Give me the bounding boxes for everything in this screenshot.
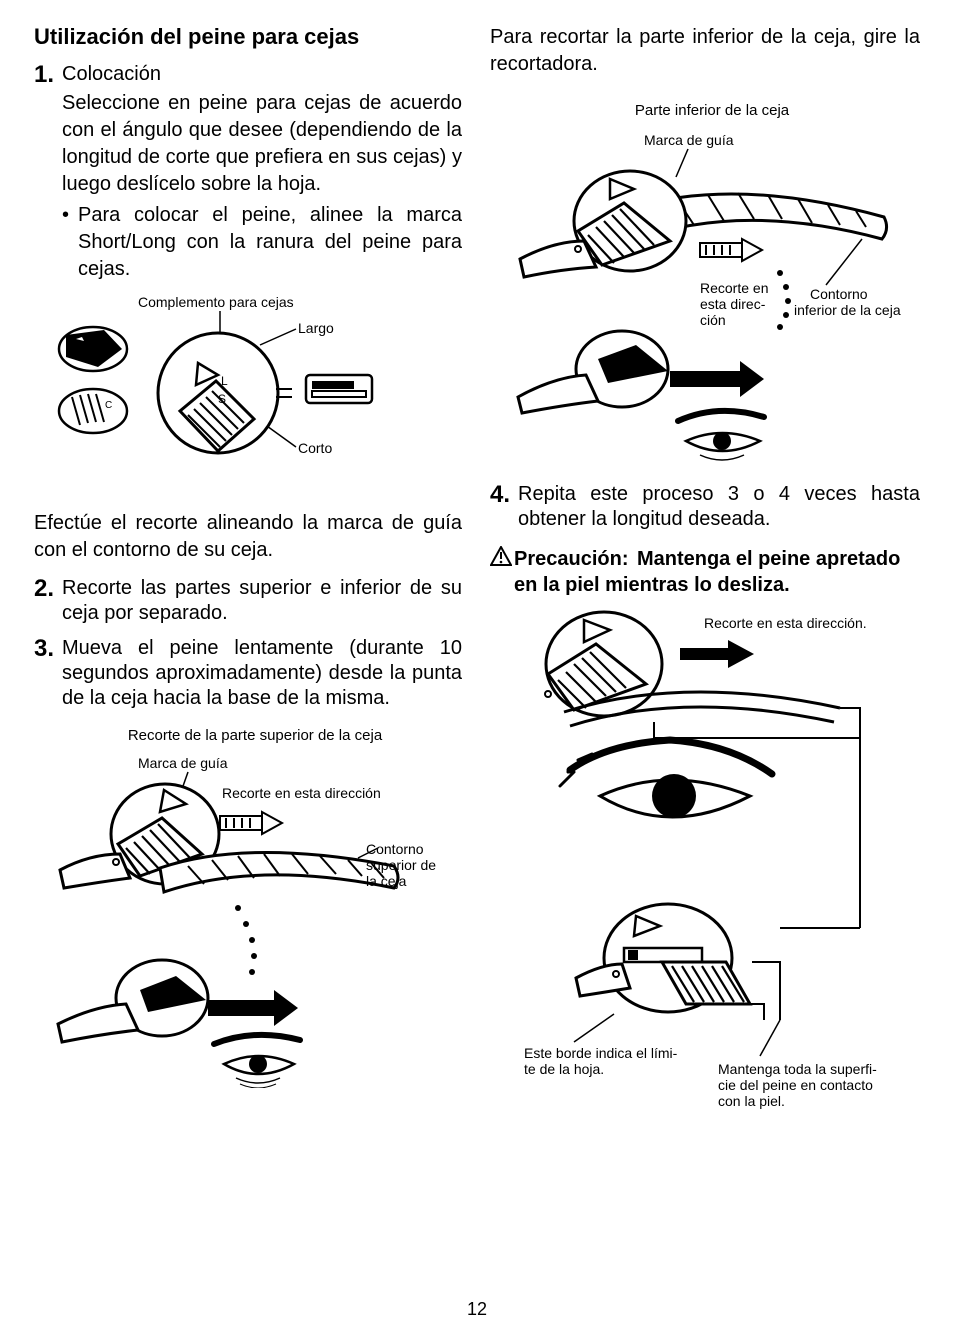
fig2-dir: Recorte en esta dirección [222,785,381,801]
fig4-keep3: con la piel. [718,1093,785,1109]
fig2-cont1: Contorno [366,841,424,857]
step-3-text: Mueva el peine lentamente (duran­te 10 s… [62,636,462,711]
step-1-bullet-text: Para colocar el peine, alinee la marca S… [78,202,462,283]
right-intro: Para recortar la parte inferior de la ce… [490,24,920,78]
fig1-largo: Largo [298,320,334,336]
fig3-cont2: inferior de la ceja [794,302,901,318]
fig4-keep1: Mantenga toda la superfi- [718,1061,877,1077]
step-2: 2. Recorte las partes superior e infe­ri… [34,576,462,626]
svg-text:C: C [105,400,112,411]
fig1-top-label: Complemento para cejas [138,294,294,310]
figure-lower-trim: Parte inferior de la ceja Marca de guía [504,96,920,468]
left-column: Utilización del peine para cejas 1. Colo… [34,24,462,1308]
fig3-cont1: Contorno [810,286,868,302]
fig2-title: Recorte de la parte superior de la ceja [48,727,462,744]
right-column: Para recortar la parte inferior de la ce… [490,24,920,1308]
fig4-dir: Recorte en esta dirección. [704,615,867,631]
fig1-corto: Corto [298,440,332,456]
svg-text:L: L [221,374,228,388]
section-title: Utilización del peine para cejas [34,24,462,50]
fig3-title: Parte inferior de la ceja [504,102,920,119]
step-3: 3. Mueva el peine lentamente (duran­te 1… [34,636,462,711]
step-4: 4. Repita este proceso 3 o 4 veces hasta… [490,482,920,532]
step-2-number: 2. [34,576,62,602]
bullet-dot: • [62,202,78,283]
fig4-keep2: cie del peine en contacto [718,1077,873,1093]
step-1: 1. Colocación [34,62,462,88]
fig3-rec1: Recorte en [700,280,768,296]
fig3-marca: Marca de guía [644,132,734,148]
fig2-cont2: superior de [366,857,436,873]
svg-text:S: S [218,392,226,406]
step-4-text: Repita este proceso 3 o 4 veces hasta ob… [518,482,920,532]
warning-icon [490,546,512,566]
fig3-rec3: ción [700,312,726,328]
page-number: 12 [467,1299,487,1320]
fig3-rec2: esta direc- [700,296,766,312]
figure-upper-trim: Recorte de la parte superior de la ceja … [48,721,462,1093]
step-1-body: Seleccione en peine para cejas de acuerd… [62,90,462,198]
caution-block: Precaución: Mantenga el peine apretado e… [490,546,920,598]
step-3-number: 3. [34,636,62,662]
step-4-number: 4. [490,482,518,508]
figure-caution: Recorte en esta dirección. [504,604,920,1129]
after-fig1-text: Efectúe el recorte alineando la marca de… [34,510,462,564]
fig4-edge1: Este borde indica el lími- [524,1045,678,1061]
step-1-head: Colocación [62,62,161,87]
fig2-marca: Marca de guía [138,755,228,771]
caution-label: Precaución: [514,548,628,570]
figure-attachment: Complemento para cejas Largo Corto B [48,293,462,488]
step-1-bullet-row: • Para colocar el peine, alinee la marca… [62,202,462,283]
svg-text:B: B [105,338,112,349]
step-1-number: 1. [34,62,62,88]
fig2-cont3: la ceja [366,873,407,889]
fig4-edge2: te de la hoja. [524,1061,604,1077]
step-2-text: Recorte las partes superior e infe­rior … [62,576,462,626]
